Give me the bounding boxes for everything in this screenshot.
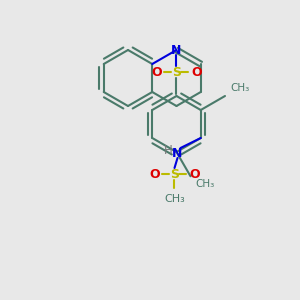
Text: S: S: [170, 167, 179, 181]
Text: S: S: [172, 65, 181, 79]
Text: CH₃: CH₃: [230, 83, 249, 93]
Text: O: O: [189, 167, 200, 181]
Text: N: N: [171, 44, 182, 56]
Text: O: O: [151, 65, 162, 79]
Text: H: H: [164, 143, 173, 157]
Text: O: O: [149, 167, 160, 181]
Text: CH₃: CH₃: [196, 179, 215, 189]
Text: O: O: [191, 65, 202, 79]
Text: N: N: [172, 146, 183, 160]
Text: CH₃: CH₃: [164, 194, 185, 204]
